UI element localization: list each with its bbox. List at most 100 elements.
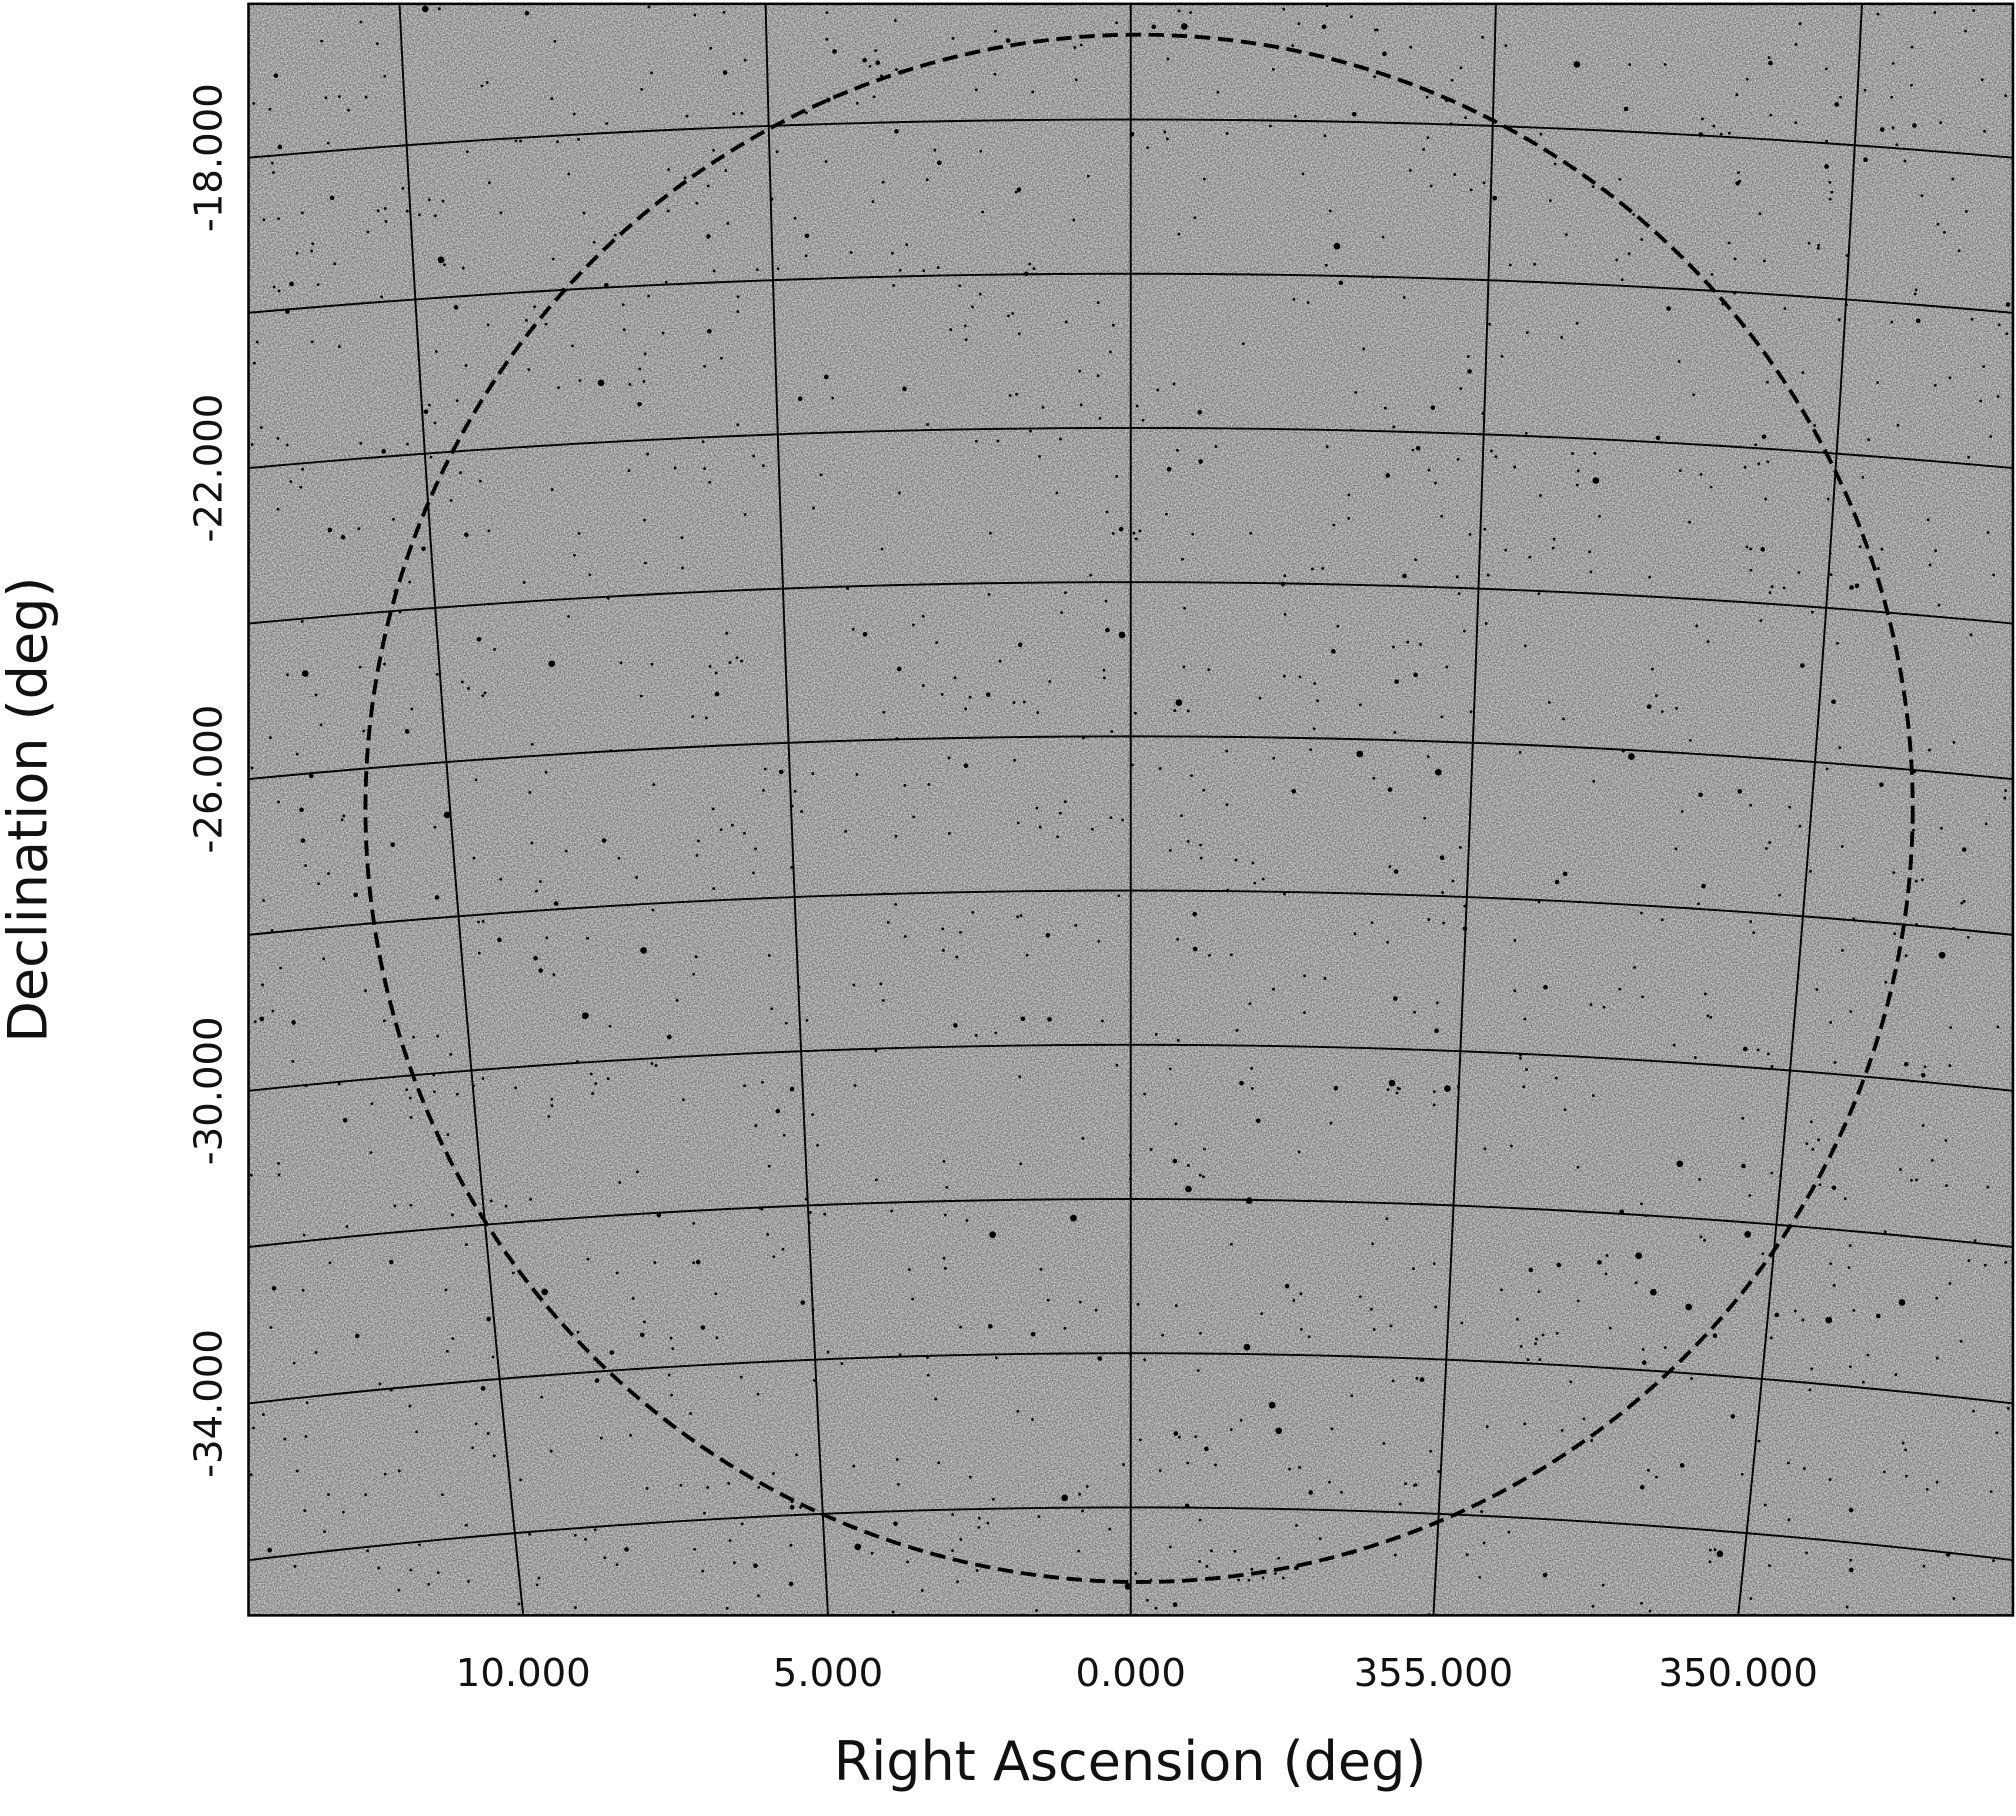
star: [1800, 663, 1805, 668]
star: [1674, 847, 1678, 851]
star: [434, 214, 437, 218]
star: [446, 1133, 450, 1137]
star: [757, 1594, 760, 1598]
star: [996, 439, 1000, 443]
star: [524, 318, 528, 322]
star: [1915, 318, 1921, 324]
star: [1633, 965, 1637, 969]
star: [1391, 1379, 1395, 1383]
star: [1214, 1463, 1217, 1467]
star: [650, 71, 653, 75]
star: [1741, 1116, 1745, 1120]
star: [1920, 194, 1924, 198]
star: [1582, 1417, 1586, 1421]
star: [522, 581, 526, 584]
star: [1064, 320, 1068, 324]
star: [272, 285, 276, 289]
star: [1307, 1335, 1311, 1339]
star: [645, 1487, 649, 1490]
star: [1297, 22, 1301, 26]
star: [449, 1052, 453, 1056]
star: [862, 631, 868, 637]
star: [636, 1170, 639, 1174]
star: [756, 1392, 760, 1396]
star: [1402, 573, 1407, 579]
star: [968, 695, 972, 699]
star: [1787, 1461, 1790, 1465]
star: [1156, 388, 1160, 392]
star: [1468, 532, 1472, 536]
star: [1483, 527, 1487, 531]
star: [1415, 445, 1421, 451]
star: [691, 715, 695, 719]
star: [974, 88, 978, 92]
star: [1422, 148, 1426, 151]
star: [552, 973, 556, 977]
star: [544, 770, 548, 774]
star: [1455, 575, 1459, 579]
star: [1176, 937, 1180, 941]
star: [1519, 1056, 1522, 1060]
star: [1952, 740, 1956, 744]
star: [872, 95, 876, 99]
star: [1176, 448, 1179, 452]
star: [1234, 858, 1238, 862]
star: [1895, 143, 1899, 147]
star: [1063, 800, 1067, 804]
star: [577, 137, 581, 141]
star: [511, 1271, 515, 1275]
star: [964, 707, 968, 711]
star: [1783, 307, 1787, 310]
star: [1383, 406, 1387, 410]
star: [1138, 1438, 1142, 1442]
star: [1500, 354, 1504, 358]
star: [1385, 1217, 1389, 1221]
star: [963, 763, 969, 768]
star: [1177, 232, 1181, 236]
star: [704, 716, 708, 720]
grid-line: [764, 3, 829, 1616]
star: [1830, 190, 1834, 194]
star: [631, 1296, 635, 1300]
star: [397, 1588, 401, 1592]
star: [651, 908, 655, 912]
star: [1414, 558, 1417, 562]
star: [1444, 1085, 1451, 1092]
star: [354, 1333, 360, 1339]
star: [1995, 1431, 1999, 1435]
star: [397, 1469, 401, 1473]
star: [444, 1288, 448, 1292]
star: [1434, 1028, 1439, 1034]
star: [353, 892, 359, 898]
star: [1132, 531, 1136, 535]
star: [1298, 675, 1302, 679]
star: [295, 752, 299, 756]
star: [789, 1086, 795, 1092]
star: [882, 710, 886, 714]
star: [1225, 749, 1229, 753]
x-axis-label: Right Ascension (deg): [834, 1730, 1427, 1793]
star: [1260, 1312, 1264, 1316]
star: [474, 778, 478, 782]
star: [433, 825, 437, 829]
star: [1774, 1312, 1780, 1318]
star: [1693, 1056, 1697, 1060]
star: [890, 1209, 893, 1213]
star: [1189, 11, 1192, 14]
star: [1457, 592, 1461, 595]
y-tick-label: -22.000: [187, 394, 232, 543]
star: [1826, 497, 1830, 501]
star: [1801, 1318, 1805, 1322]
star: [1016, 821, 1020, 825]
star: [319, 723, 323, 727]
star: [1297, 1150, 1301, 1154]
star: [1628, 63, 1632, 67]
star: [1426, 136, 1430, 140]
star: [943, 1266, 947, 1270]
star: [1303, 1011, 1306, 1015]
star: [936, 160, 942, 166]
star: [1370, 1307, 1373, 1311]
star: [603, 1556, 607, 1560]
star: [1615, 258, 1619, 262]
grid-line: [248, 426, 2013, 470]
